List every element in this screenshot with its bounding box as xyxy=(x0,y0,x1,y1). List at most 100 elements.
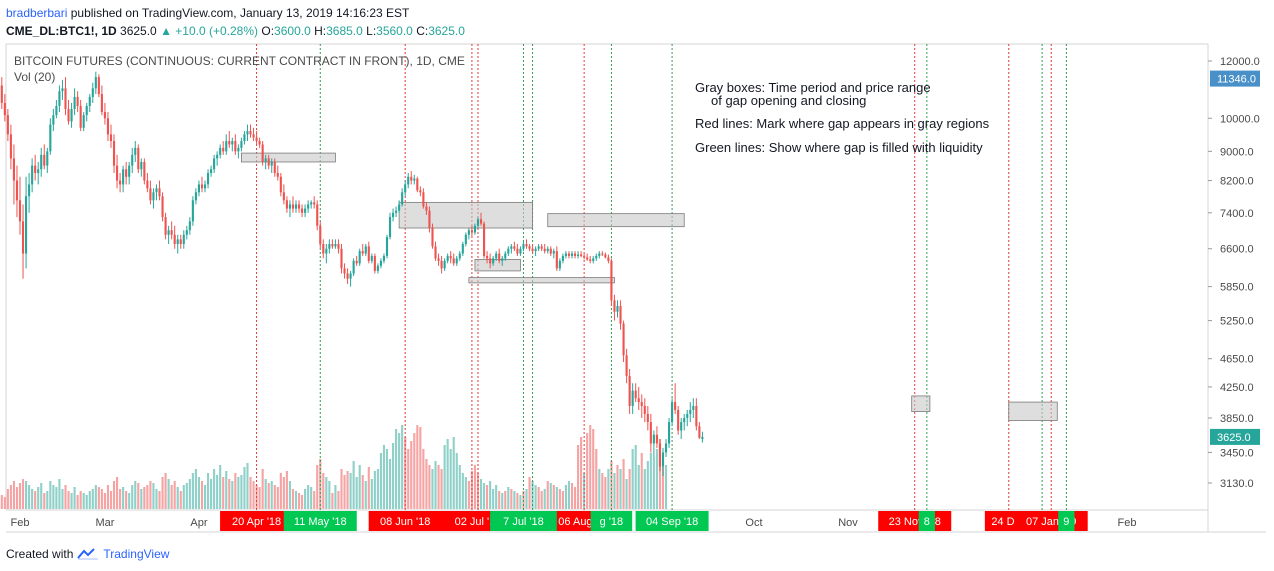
volume-bar xyxy=(434,461,437,509)
x-tick-label: Apr xyxy=(190,517,207,529)
candle-body xyxy=(619,305,622,324)
volume-bar xyxy=(577,445,580,509)
candle-body xyxy=(358,251,361,264)
candle xyxy=(34,154,37,181)
x-tick-label: Oct xyxy=(745,517,762,529)
volume-bar xyxy=(349,473,352,509)
x-tick-label: Mar xyxy=(95,517,114,529)
volume-bar xyxy=(337,491,340,509)
candle-body xyxy=(64,88,67,109)
volume-bar xyxy=(343,475,346,509)
volume-bar xyxy=(94,485,97,509)
candle xyxy=(522,241,525,252)
candle xyxy=(674,383,677,414)
volume-bar xyxy=(528,477,531,509)
tradingview-logo-icon xyxy=(77,548,99,560)
price-tags: 11346.0 3625.0 xyxy=(1210,70,1260,445)
candle-body xyxy=(152,192,155,201)
created-with-text: Created with xyxy=(6,547,74,561)
candle-body xyxy=(586,257,589,260)
volume-bar xyxy=(589,425,592,509)
candle xyxy=(531,244,534,254)
annotation-line: of gap opening and closing xyxy=(711,93,866,108)
tradingview-brand-link[interactable]: TradingView xyxy=(103,547,170,561)
candle-body xyxy=(558,260,561,269)
candle xyxy=(370,253,373,264)
candle-body xyxy=(288,204,291,209)
candle-body xyxy=(516,248,519,254)
candle-body xyxy=(652,434,655,444)
volume-bar xyxy=(9,485,12,509)
volume-bar xyxy=(149,481,152,509)
volume-bar xyxy=(331,493,334,509)
candle-body xyxy=(0,85,3,103)
candle xyxy=(194,188,197,205)
candle-body xyxy=(367,246,370,261)
candle xyxy=(358,248,361,266)
candle xyxy=(115,154,119,189)
volume-bar xyxy=(55,487,58,509)
candle-body xyxy=(537,246,540,249)
candle-body xyxy=(661,452,665,467)
candle xyxy=(413,174,416,185)
author-link[interactable]: bradberbari xyxy=(6,6,68,20)
volume-bar xyxy=(137,483,140,509)
candle xyxy=(476,217,480,229)
candle-body xyxy=(328,244,331,249)
candle-body xyxy=(67,108,70,122)
volume-bar xyxy=(361,475,364,509)
volume-bar xyxy=(410,441,413,509)
candle-body xyxy=(680,422,683,431)
candle xyxy=(185,225,188,240)
candle xyxy=(540,244,543,252)
gap-box xyxy=(911,395,931,412)
candle xyxy=(15,165,19,218)
volume-bar xyxy=(206,473,210,509)
volume-bar xyxy=(455,453,458,509)
candle xyxy=(525,239,528,249)
volume-bar xyxy=(52,485,55,509)
volume-bar xyxy=(282,477,285,509)
candle-body xyxy=(416,178,419,191)
candle xyxy=(449,251,452,264)
candle-body xyxy=(686,413,689,418)
candle-body xyxy=(249,131,252,135)
volume-bar xyxy=(79,491,82,509)
candle-body xyxy=(182,234,185,245)
candle xyxy=(573,251,577,259)
volume-bar xyxy=(340,469,343,509)
candle-body xyxy=(507,248,510,254)
volume-bar xyxy=(119,489,122,509)
volume-bar xyxy=(155,489,158,509)
candle xyxy=(652,430,655,458)
volume-bar xyxy=(540,491,543,509)
candle-body xyxy=(52,115,55,125)
candle-body xyxy=(304,208,307,213)
candle-body xyxy=(200,184,204,189)
volume-bar xyxy=(552,485,555,509)
candle-body xyxy=(61,88,64,92)
candle-body xyxy=(567,253,571,256)
gap-boxes xyxy=(241,152,1058,421)
volume-bar xyxy=(128,493,131,509)
candle-body xyxy=(310,202,313,205)
candle-body xyxy=(58,91,61,106)
volume-bar xyxy=(12,481,15,509)
candle-body xyxy=(79,105,82,128)
volume-bar xyxy=(440,469,443,509)
candle xyxy=(164,212,167,240)
candle-body xyxy=(240,141,243,148)
candle xyxy=(355,255,358,266)
candle-body xyxy=(88,97,91,106)
candle-body xyxy=(385,237,389,256)
candle-body xyxy=(343,268,346,274)
candle-body xyxy=(282,192,285,201)
candle xyxy=(440,255,443,274)
candle xyxy=(479,212,483,226)
ohlc-bar: CME_DL:BTC1!, 1D 3625.0 ▲ +10.0 (+0.28%)… xyxy=(6,22,465,40)
candle-body xyxy=(504,253,507,259)
volume-bar xyxy=(334,485,337,509)
candle-body xyxy=(677,409,680,431)
candle xyxy=(188,217,191,235)
